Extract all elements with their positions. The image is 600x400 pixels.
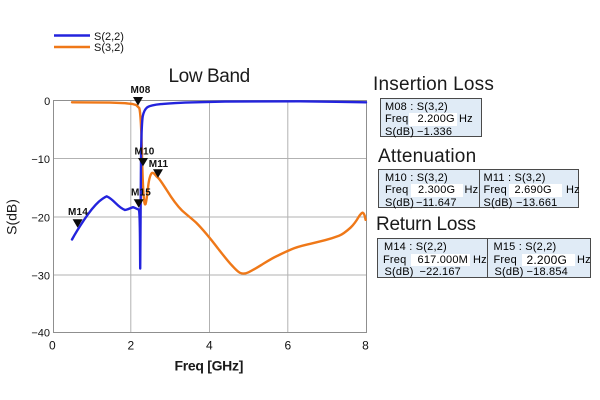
svg-text:M14: M14 — [68, 207, 88, 218]
svg-text:M10: M10 — [134, 147, 154, 158]
svg-text:−10: −10 — [31, 154, 50, 166]
svg-text:6: 6 — [284, 339, 291, 353]
svg-text:0: 0 — [44, 96, 50, 108]
svg-text:4: 4 — [206, 339, 213, 353]
svg-text:8: 8 — [362, 339, 369, 353]
svg-text:−20: −20 — [31, 212, 50, 224]
svg-text:0: 0 — [49, 339, 56, 353]
svg-text:Low Band: Low Band — [169, 66, 250, 87]
svg-text:M08: M08 — [130, 85, 150, 96]
svg-text:2: 2 — [127, 339, 134, 353]
svg-text:Freq [GHz]: Freq [GHz] — [175, 358, 244, 374]
svg-text:−30: −30 — [31, 270, 50, 282]
svg-text:S(dB): S(dB) — [4, 199, 20, 235]
svg-text:M15: M15 — [131, 188, 151, 199]
svg-text:−40: −40 — [31, 328, 50, 340]
svg-text:S(2,2): S(2,2) — [94, 31, 124, 43]
svg-text:S(3,2): S(3,2) — [94, 42, 124, 54]
svg-text:M11: M11 — [149, 159, 169, 170]
